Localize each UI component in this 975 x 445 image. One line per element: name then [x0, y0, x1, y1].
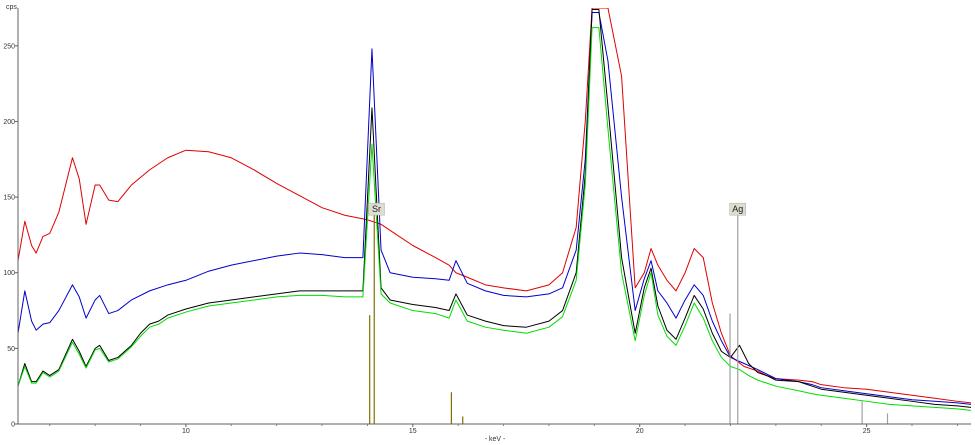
spectrum-line-1 — [18, 12, 971, 405]
marker-label-ag: Ag — [732, 204, 743, 214]
spectrum-line-2 — [18, 9, 971, 408]
x-tick-label: 20 — [636, 428, 644, 435]
marker-label-box — [368, 202, 385, 216]
x-axis-title: - keV - — [485, 436, 506, 443]
y-tick-label: 250 — [3, 43, 15, 50]
spectrum-line-3 — [18, 27, 971, 411]
x-tick-label: 25 — [863, 428, 871, 435]
y-tick-label: 200 — [3, 119, 15, 126]
x-axis-ticks: 10 15 20 25 — [49, 424, 958, 435]
y-tick-label: 50 — [7, 346, 15, 353]
y-tick-label: 0 — [11, 422, 15, 429]
marker-label-sr: Sr — [372, 204, 381, 214]
y-axis-ticks: 0 50 100 150 200 250 — [3, 43, 18, 429]
y-axis-title: cps — [6, 4, 17, 11]
spectrum-traces — [18, 8, 971, 411]
element-markers: Sr Ag — [368, 202, 889, 424]
x-tick-label: 15 — [409, 428, 417, 435]
spectrum-line-0 — [18, 8, 971, 404]
marker-label-box — [729, 202, 746, 216]
plot-area — [18, 8, 971, 424]
y-tick-label: 100 — [3, 270, 15, 277]
y-tick-label: 150 — [3, 195, 15, 202]
x-tick-label: 10 — [182, 428, 190, 435]
